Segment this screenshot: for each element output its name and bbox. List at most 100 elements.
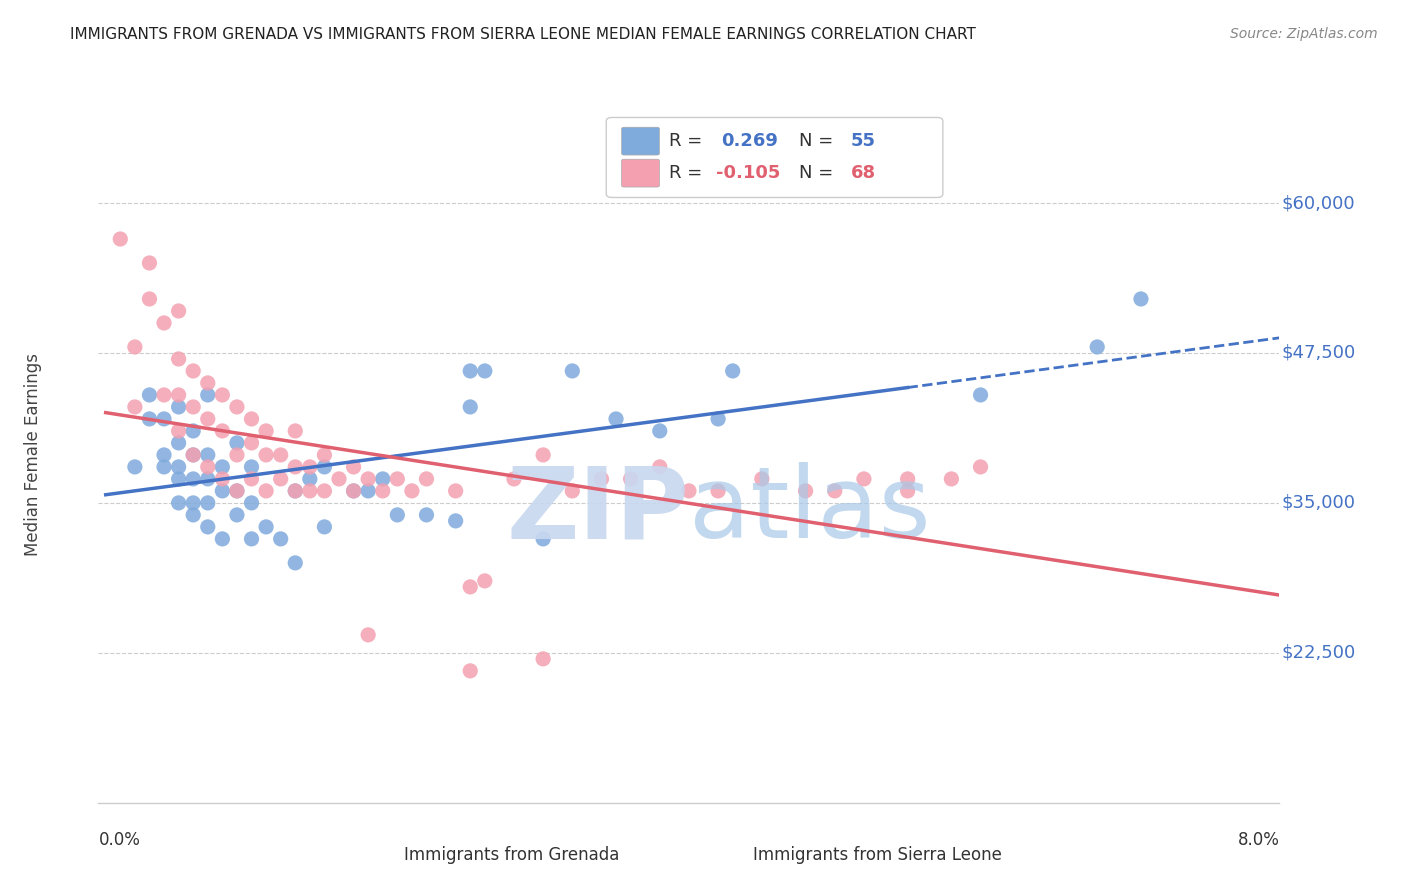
Point xyxy=(240,412,263,426)
Point xyxy=(284,483,307,498)
Point xyxy=(167,351,190,366)
Text: ZIP: ZIP xyxy=(506,462,689,559)
Point xyxy=(226,400,249,414)
Text: $22,500: $22,500 xyxy=(1282,644,1355,662)
Point xyxy=(167,459,190,474)
Point xyxy=(197,472,219,486)
Point xyxy=(138,256,160,270)
Point xyxy=(197,412,219,426)
Point xyxy=(270,472,292,486)
Point xyxy=(181,448,204,462)
Text: $47,500: $47,500 xyxy=(1282,344,1355,362)
Point xyxy=(167,472,190,486)
Point xyxy=(138,412,160,426)
Text: Immigrants from Sierra Leone: Immigrants from Sierra Leone xyxy=(754,846,1002,864)
Point xyxy=(314,459,336,474)
Point xyxy=(357,483,380,498)
Point xyxy=(211,472,233,486)
Point xyxy=(897,472,920,486)
FancyBboxPatch shape xyxy=(606,118,943,197)
Point xyxy=(458,364,481,378)
Text: IMMIGRANTS FROM GRENADA VS IMMIGRANTS FROM SIERRA LEONE MEDIAN FEMALE EARNINGS C: IMMIGRANTS FROM GRENADA VS IMMIGRANTS FR… xyxy=(70,27,976,42)
Point xyxy=(284,424,307,438)
Text: N =: N = xyxy=(799,164,839,182)
Point xyxy=(124,400,146,414)
Point xyxy=(181,400,204,414)
Point xyxy=(824,483,846,498)
Text: $60,000: $60,000 xyxy=(1282,194,1355,212)
Point xyxy=(298,483,321,498)
Point xyxy=(211,459,233,474)
Point xyxy=(1129,292,1152,306)
Point xyxy=(167,496,190,510)
FancyBboxPatch shape xyxy=(350,843,388,865)
Point xyxy=(444,514,467,528)
Point xyxy=(181,448,204,462)
Text: Median Female Earnings: Median Female Earnings xyxy=(24,353,42,557)
Point xyxy=(254,448,277,462)
Text: N =: N = xyxy=(799,132,839,150)
Point xyxy=(197,496,219,510)
Point xyxy=(503,472,526,486)
Point xyxy=(181,496,204,510)
Point xyxy=(138,292,160,306)
Text: 0.269: 0.269 xyxy=(721,132,778,150)
Point xyxy=(240,459,263,474)
Point xyxy=(969,388,991,402)
Point xyxy=(707,483,730,498)
Point xyxy=(648,424,671,438)
Text: -0.105: -0.105 xyxy=(716,164,780,182)
Point xyxy=(531,652,554,666)
Text: $35,000: $35,000 xyxy=(1282,494,1355,512)
Point xyxy=(648,459,671,474)
FancyBboxPatch shape xyxy=(720,843,758,865)
FancyBboxPatch shape xyxy=(621,128,659,155)
Point xyxy=(314,520,336,534)
Point xyxy=(371,472,394,486)
Point xyxy=(284,483,307,498)
Point xyxy=(226,436,249,450)
Point xyxy=(181,472,204,486)
Point xyxy=(415,472,437,486)
Point xyxy=(298,472,321,486)
Point xyxy=(678,483,700,498)
Point xyxy=(444,483,467,498)
Point xyxy=(314,448,336,462)
Point xyxy=(342,483,364,498)
Point xyxy=(474,364,496,378)
Text: Immigrants from Grenada: Immigrants from Grenada xyxy=(404,846,620,864)
Point xyxy=(181,364,204,378)
FancyBboxPatch shape xyxy=(621,159,659,187)
Point xyxy=(254,424,277,438)
Point xyxy=(197,448,219,462)
Point xyxy=(153,412,176,426)
Text: 55: 55 xyxy=(851,132,876,150)
Point xyxy=(240,532,263,546)
Point xyxy=(197,388,219,402)
Text: 0.0%: 0.0% xyxy=(98,830,141,848)
Point xyxy=(941,472,963,486)
Point xyxy=(270,532,292,546)
Point xyxy=(254,483,277,498)
Point xyxy=(197,520,219,534)
Text: R =: R = xyxy=(669,164,707,182)
Point xyxy=(401,483,423,498)
Point xyxy=(124,340,146,354)
Point xyxy=(342,459,364,474)
Point xyxy=(211,424,233,438)
Point xyxy=(226,448,249,462)
Point xyxy=(211,483,233,498)
Point xyxy=(124,459,146,474)
Point xyxy=(458,580,481,594)
Text: 68: 68 xyxy=(851,164,876,182)
Point xyxy=(531,448,554,462)
Point xyxy=(284,459,307,474)
Point xyxy=(314,483,336,498)
Point xyxy=(415,508,437,522)
Point xyxy=(197,376,219,390)
Point xyxy=(197,459,219,474)
Point xyxy=(1085,340,1108,354)
Point xyxy=(620,472,643,486)
Point xyxy=(226,483,249,498)
Point xyxy=(240,496,263,510)
